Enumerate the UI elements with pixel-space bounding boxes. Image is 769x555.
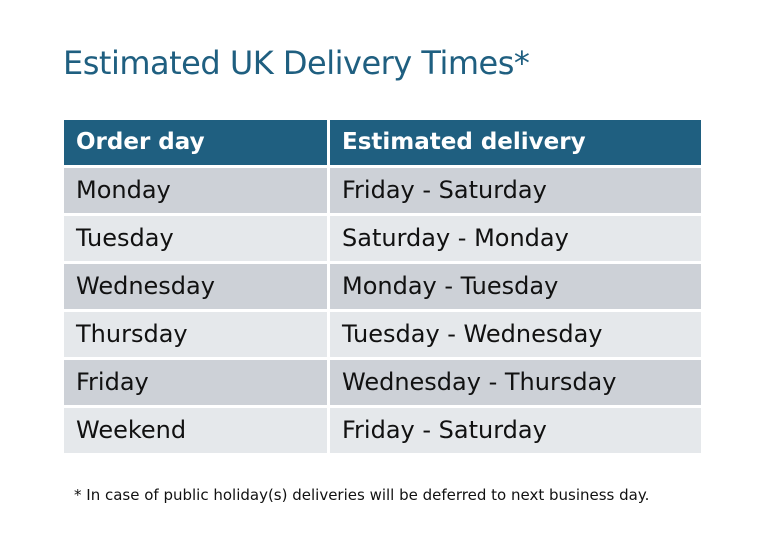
delivery-cell: Tuesday - Wednesday — [330, 312, 701, 357]
order-day-cell: Friday — [64, 360, 327, 405]
table-row: Weekend Friday - Saturday — [64, 408, 701, 453]
table-row: Monday Friday - Saturday — [64, 168, 701, 213]
delivery-cell: Monday - Tuesday — [330, 264, 701, 309]
order-day-cell: Tuesday — [64, 216, 327, 261]
order-day-cell: Monday — [64, 168, 327, 213]
order-day-cell: Weekend — [64, 408, 327, 453]
column-header-order-day: Order day — [64, 120, 327, 165]
table-row: Tuesday Saturday - Monday — [64, 216, 701, 261]
column-header-estimated-delivery: Estimated delivery — [330, 120, 701, 165]
delivery-cell: Wednesday - Thursday — [330, 360, 701, 405]
delivery-cell: Friday - Saturday — [330, 408, 701, 453]
delivery-cell: Saturday - Monday — [330, 216, 701, 261]
table-row: Friday Wednesday - Thursday — [64, 360, 701, 405]
footnote: * In case of public holiday(s) deliverie… — [74, 486, 650, 504]
table-row: Wednesday Monday - Tuesday — [64, 264, 701, 309]
table-row: Thursday Tuesday - Wednesday — [64, 312, 701, 357]
delivery-times-table: Order day Estimated delivery Monday Frid… — [64, 120, 701, 456]
order-day-cell: Thursday — [64, 312, 327, 357]
order-day-cell: Wednesday — [64, 264, 327, 309]
delivery-cell: Friday - Saturday — [330, 168, 701, 213]
table-header-row: Order day Estimated delivery — [64, 120, 701, 165]
page-title: Estimated UK Delivery Times* — [63, 44, 530, 82]
